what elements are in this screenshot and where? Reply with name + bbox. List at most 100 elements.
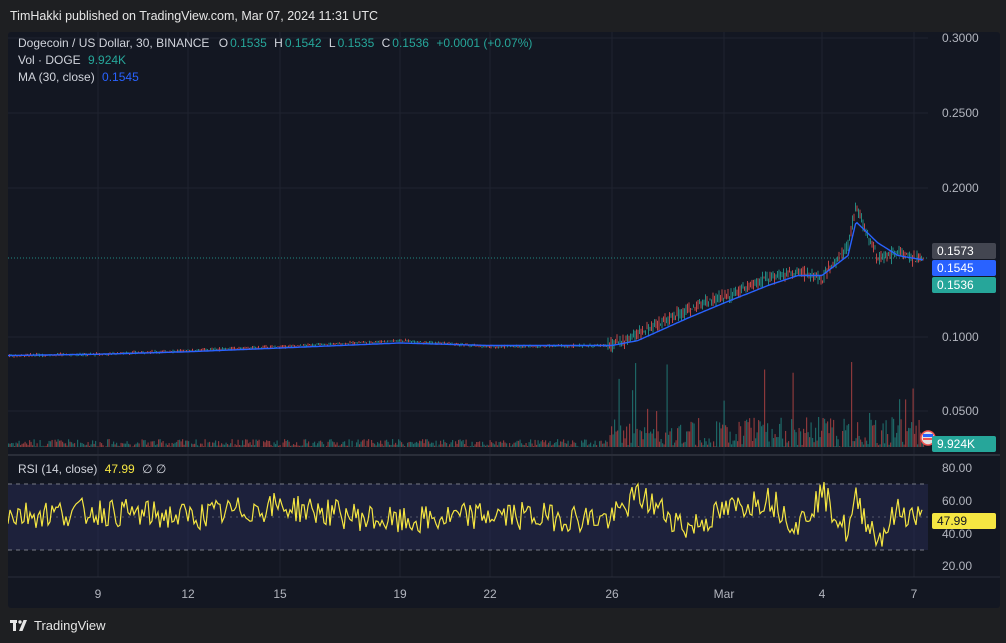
volume-bar: [876, 443, 878, 447]
volume-bar: [564, 443, 566, 447]
volume-bar: [761, 426, 763, 447]
price-axis[interactable]: 0.3000 0.2500 0.2000 0.1000 0.0500: [942, 32, 979, 418]
ma-legend[interactable]: MA (30, close) 0.1545: [18, 70, 139, 84]
volume-bar: [393, 444, 395, 447]
volume-bar: [384, 440, 386, 447]
volume-bar: [900, 419, 902, 447]
volume-bar: [435, 440, 437, 447]
volume-bar: [257, 440, 259, 447]
volume-bar: [165, 443, 167, 447]
volume-bar: [630, 442, 632, 447]
volume-bar: [323, 444, 325, 447]
price-tick-label: 0.2000: [942, 181, 979, 195]
rsi-legend[interactable]: RSI (14, close) 47.99 ∅ ∅: [18, 462, 166, 476]
volume-bar: [800, 431, 802, 447]
volume-bar: [558, 445, 560, 447]
volume-bar: [531, 443, 533, 447]
volume-bar: [848, 423, 850, 447]
volume-bar: [639, 430, 641, 447]
volume-bar: [837, 439, 839, 447]
chart-panel[interactable]: 0.3000 0.2500 0.2000 0.1000 0.0500 80.00 60.0…: [8, 32, 1000, 608]
time-tick-label: 15: [273, 587, 287, 601]
volume-bar: [851, 362, 853, 447]
volume-bar: [756, 432, 758, 447]
volume-bar: [315, 445, 317, 447]
volume-bar: [819, 437, 821, 447]
volume-bar: [170, 446, 172, 447]
volume-bar: [191, 443, 193, 447]
brand-footer[interactable]: TradingView: [10, 618, 106, 633]
volume-bar: [234, 444, 236, 447]
volume-bar: [618, 378, 620, 447]
volume-bar: [581, 440, 583, 447]
volume-bar: [137, 442, 139, 447]
high-value: 0.1542: [284, 36, 322, 50]
volume-bar: [480, 446, 482, 447]
volume-bar: [485, 445, 487, 447]
volume-bar: [633, 433, 635, 447]
volume-bar: [398, 439, 400, 447]
volume-bar: [866, 440, 868, 447]
volume-bar: [842, 431, 844, 447]
volume-bar: [719, 422, 721, 447]
volume-bar: [177, 440, 179, 447]
volume-bar: [270, 444, 272, 447]
volume-bar: [173, 443, 175, 447]
volume-bar: [252, 439, 254, 447]
open-value: 0.1535: [230, 36, 267, 50]
volume-bar: [395, 442, 397, 447]
volume-bar: [57, 439, 59, 447]
volume-bar: [242, 440, 244, 447]
rsi-tick-label: 20.00: [942, 559, 972, 573]
volume-bar: [446, 443, 448, 447]
volume-bar: [146, 444, 148, 447]
volume-bar: [696, 446, 698, 447]
volume-bar: [915, 425, 917, 447]
grid: [8, 32, 928, 577]
volume-bar: [716, 421, 718, 447]
volume-bar: [912, 388, 914, 447]
volume-bar: [843, 418, 845, 447]
volume-bar: [470, 446, 472, 447]
volume-bar: [221, 443, 223, 447]
volume-bar: [314, 441, 316, 447]
volume-bar: [473, 445, 475, 447]
volume-bar: [86, 444, 88, 447]
volume-bar: [735, 434, 737, 447]
volume-bar: [584, 439, 586, 447]
volume-bar: [432, 442, 434, 447]
volume-bar: [431, 442, 433, 447]
volume-bar: [302, 445, 304, 447]
volume-bar: [911, 422, 913, 447]
time-axis[interactable]: 9 12 15 19 22 26 Mar 4 7: [8, 576, 1000, 601]
symbol-legend[interactable]: Dogecoin / US Dollar, 30, BINANCE O 0.153…: [18, 36, 532, 50]
volume-bar: [875, 420, 877, 447]
price-chart[interactable]: 0.3000 0.2500 0.2000 0.1000 0.0500 80.00 60.0…: [8, 32, 1000, 608]
volume-bar: [501, 442, 503, 447]
volume-bar: [447, 446, 449, 447]
volume-bar: [420, 441, 422, 447]
rsi-value: 47.99: [104, 462, 135, 476]
volume-legend[interactable]: Vol · DOGE 9.924K: [18, 53, 126, 67]
volume-bar: [635, 363, 637, 447]
flag-icon[interactable]: [920, 430, 936, 446]
rsi-axis[interactable]: 80.00 60.00 40.00 20.00: [942, 461, 972, 573]
volume-bar: [903, 444, 905, 447]
ma-price-tag: 0.1545: [932, 260, 996, 276]
volume-bar: [24, 441, 26, 447]
volume-bar: [512, 444, 514, 447]
volume-bar: [657, 431, 659, 447]
volume-bar: [84, 445, 86, 447]
volume-bar: [383, 445, 385, 447]
volume-bar: [156, 444, 158, 447]
volume-bar: [282, 442, 284, 447]
low-label: L: [328, 36, 336, 50]
volume-bar: [887, 434, 889, 447]
volume-bar: [363, 439, 365, 447]
volume-bar: [677, 428, 679, 447]
volume-bar: [863, 444, 865, 447]
volume-bar: [326, 446, 328, 447]
volume-bar: [864, 437, 866, 447]
rsi-tag: 47.99: [932, 513, 996, 529]
volume-bar: [561, 441, 563, 447]
